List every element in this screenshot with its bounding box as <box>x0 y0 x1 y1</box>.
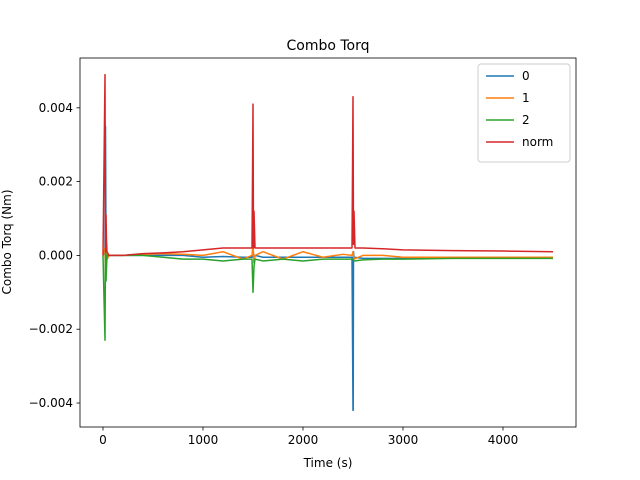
y-tick-label: −0.004 <box>29 396 73 410</box>
legend-label: 0 <box>522 69 530 83</box>
x-tick-label: 2000 <box>288 433 319 447</box>
chart-title: Combo Torq <box>286 38 369 54</box>
y-axis-label: Combo Torq (Nm) <box>0 190 14 295</box>
x-axis: 0 1000 2000 3000 4000 <box>99 427 518 447</box>
x-tick-label: 1000 <box>188 433 219 447</box>
legend-label: 1 <box>522 91 530 105</box>
y-tick-label: 0.000 <box>39 248 73 262</box>
series-layer <box>102 73 554 412</box>
x-axis-label: Time (s) <box>303 456 353 470</box>
y-tick-label: −0.002 <box>29 322 73 336</box>
series-line-norm <box>102 73 554 257</box>
y-tick-label: 0.002 <box>39 175 73 189</box>
legend-label: 2 <box>522 113 530 127</box>
y-tick-label: 0.004 <box>39 101 73 115</box>
legend-label: norm <box>522 135 553 149</box>
axes-frame <box>79 57 577 428</box>
x-tick-label: 0 <box>99 433 107 447</box>
legend: 0 1 2 norm <box>477 63 571 163</box>
legend-box <box>477 63 571 163</box>
plot-area <box>79 57 577 428</box>
y-axis: −0.004 −0.002 0.000 0.002 0.004 <box>29 101 80 410</box>
x-tick-label: 3000 <box>388 433 419 447</box>
x-tick-label: 4000 <box>488 433 519 447</box>
